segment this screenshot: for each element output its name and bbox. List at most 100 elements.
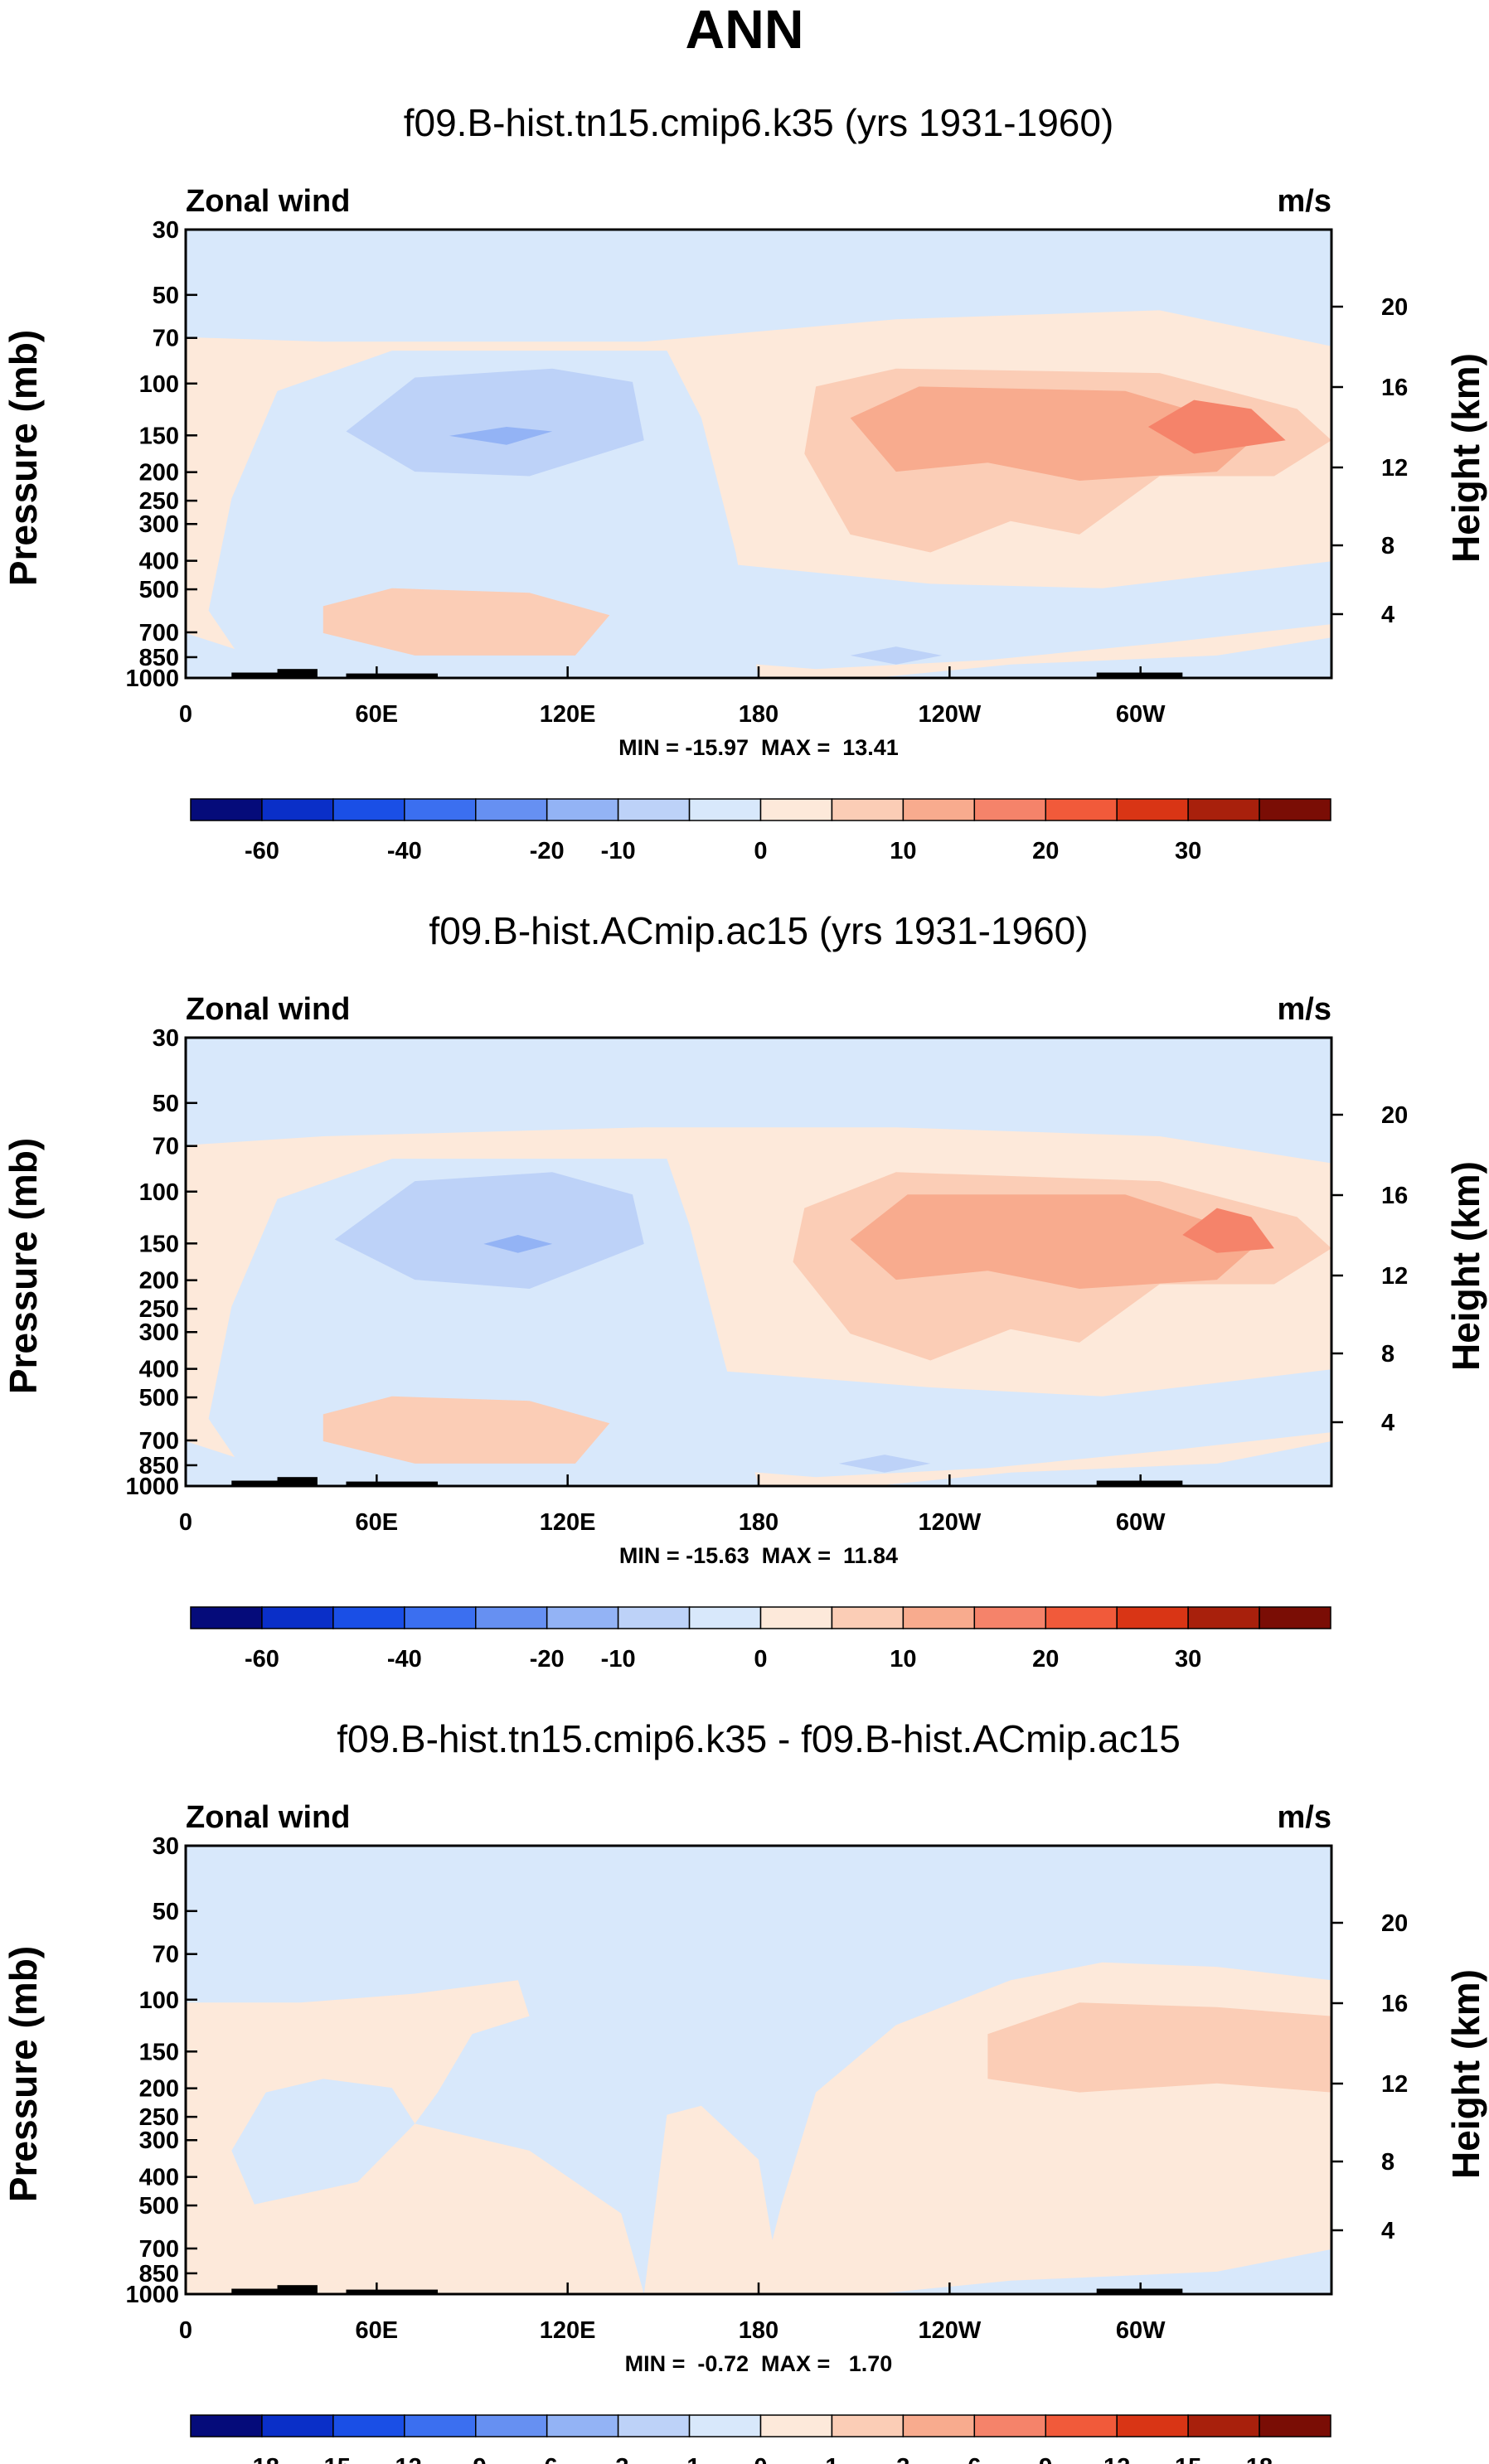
colorbar-box [902,798,976,821]
topography-block [231,1480,301,1486]
pressure-tick-label: 500 [139,577,179,603]
height-tick-label: 20 [1381,1910,1408,1937]
pressure-tick-label: 1000 [125,2282,179,2308]
topography-block [346,1481,439,1486]
pressure-tick-label: 700 [139,1428,179,1455]
lon-tick-label: 120E [540,2317,596,2344]
colorbar-label: 3 [896,2454,909,2464]
colorbar-box [1045,1606,1118,1629]
colorbar-box [1259,798,1331,821]
lon-tick-label: 0 [179,1509,192,1536]
variable-label: Zonal wind [186,992,350,1027]
colorbar-label: 0 [754,838,767,864]
fill-blue-east-core [483,1235,553,1253]
fill-blue-east [346,368,644,477]
contour-field [186,1038,1331,1486]
colorbar-label: -60 [245,1646,279,1673]
lon-tick-label: 180 [739,1509,778,1536]
variable-label: Zonal wind [186,184,350,219]
colorbar-label: 10 [890,1646,916,1673]
colorbar-box [332,1606,405,1629]
pressure-tick-label: 30 [153,217,179,244]
colorbar-label: 15 [1175,2454,1201,2464]
fill-blue-east-core [449,427,553,445]
colorbar-box [688,1606,762,1629]
fill-blue-diff-pocket [231,2079,415,2205]
colorbar-box [1187,1606,1260,1629]
fill-blue-trop [701,561,1331,670]
height-tick-label: 12 [1381,2071,1408,2098]
colorbar-label: -12 [387,2454,422,2464]
pressure-tick-label: 70 [153,1942,179,1968]
fill-tan-diff-mid [643,2105,782,2294]
fill-red-lowlat [323,1396,610,1464]
colorbar-box [1259,1606,1331,1629]
colorbar-label: -40 [387,838,422,864]
min-max-label: MIN = -15.63 MAX = 11.84 [619,1543,898,1568]
colorbar-box [1116,798,1189,821]
colorbar-box [1187,2414,1260,2437]
colorbar-label: -40 [387,1646,422,1673]
colorbar-box [1187,798,1260,821]
colorbar-label: -1 [679,2454,701,2464]
height-tick-label: 16 [1381,1991,1408,2017]
fill-red-west-mid [850,386,1263,481]
lon-tick-label: 120W [918,2317,981,2344]
height-tick-label: 8 [1381,1341,1394,1368]
panel-1: f09.B-hist.tn15.cmip6.k35 (yrs 1931-1960… [2,101,1487,864]
colorbar-box [902,1606,976,1629]
lon-tick-label: 60E [356,2317,399,2344]
colorbar-box [759,1606,833,1629]
units-label: m/s [1278,992,1331,1027]
height-tick-label: 20 [1381,1102,1408,1129]
fill-red-diff [987,2002,1331,2093]
y-axis-title-pressure: Pressure (mb) [2,330,45,586]
colorbar-label: 0 [754,2454,767,2464]
colorbar-label: 1 [825,2454,838,2464]
height-tick-label: 12 [1381,1263,1408,1290]
pressure-tick-label: 150 [139,2039,179,2065]
height-tick-label: 12 [1381,455,1408,482]
topography-block [231,672,301,678]
pressure-tick-label: 400 [139,2165,179,2191]
fill-blue-east [334,1172,644,1289]
height-tick-label: 4 [1381,602,1394,628]
pressure-tick-label: 250 [139,2104,179,2131]
colorbar-box [759,2414,833,2437]
pressure-tick-label: 100 [139,1179,179,1206]
y-axis-title-pressure: Pressure (mb) [2,1138,45,1394]
lon-tick-label: 60E [356,1509,399,1536]
pressure-tick-label: 400 [139,549,179,575]
pressure-tick-label: 50 [153,1899,179,1925]
colorbar-box [1259,2414,1331,2437]
colorbar-box [404,2414,477,2437]
figure-title: ANN [686,0,804,60]
colorbar-box [546,1606,619,1629]
fill-red-west-core [1147,399,1286,454]
colorbar-label: -60 [245,838,279,864]
colorbar-label: -20 [530,1646,565,1673]
fill-red-west-mid [850,1194,1263,1289]
colorbar-label: -10 [601,838,636,864]
panel-title: f09.B-hist.tn15.cmip6.k35 - f09.B-hist.A… [337,1717,1181,1760]
colorbar-box [475,1606,548,1629]
pressure-tick-label: 200 [139,460,179,487]
colorbar-box [190,798,263,821]
colorbar-label: 9 [1039,2454,1052,2464]
fill-tan-diff-west [186,1980,644,2294]
colorbar-label: 20 [1032,838,1059,864]
lon-tick-label: 0 [179,701,192,728]
pressure-tick-label: 200 [139,2076,179,2103]
panel-2: f09.B-hist.ACmip.ac15 (yrs 1931-1960) Zon… [2,909,1487,1673]
min-max-label: MIN = -0.72 MAX = 1.70 [625,2351,893,2376]
colorbar-label: 30 [1175,838,1201,864]
pressure-tick-label: 1000 [125,666,179,692]
colorbar-box [973,798,1046,821]
panel-3: f09.B-hist.tn15.cmip6.k35 - f09.B-hist.A… [2,1717,1487,2464]
pressure-tick-label: 850 [139,645,179,671]
pressure-tick-label: 250 [139,488,179,515]
colorbar-box [1045,2414,1118,2437]
pressure-tick-label: 300 [139,511,179,538]
lon-tick-label: 60E [356,701,399,728]
